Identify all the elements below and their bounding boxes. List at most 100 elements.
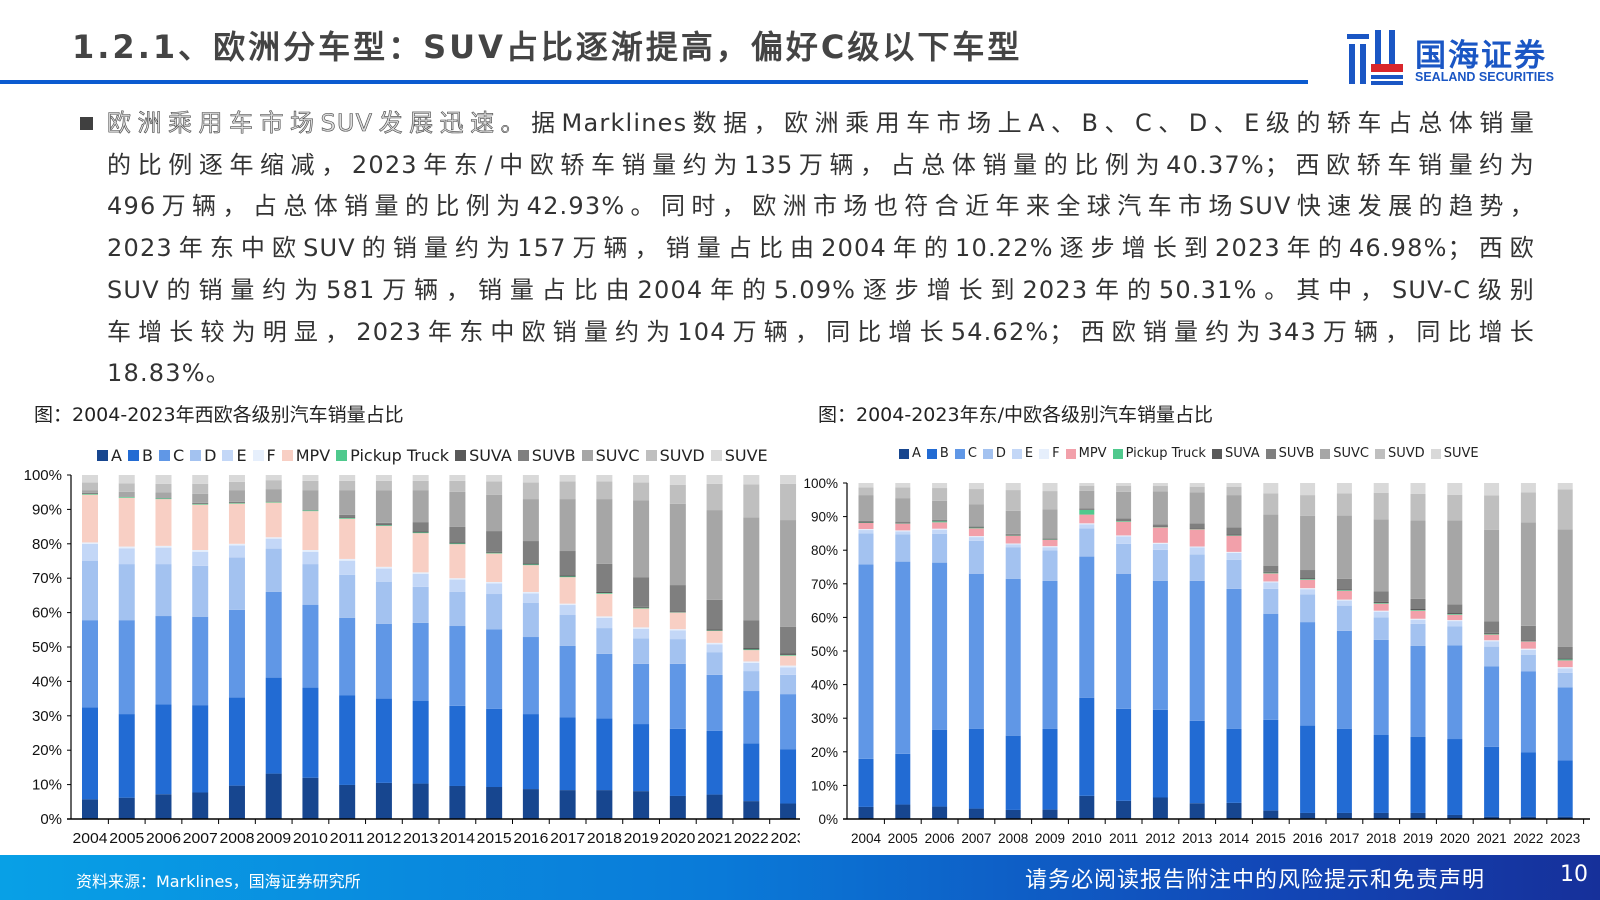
bar-segment-f-2015 (1263, 581, 1279, 583)
bar-segment-suvd-2004 (82, 482, 98, 491)
bar-segment-suvb-2008 (228, 501, 245, 503)
bar-segment-e-2016 (522, 593, 539, 603)
bar-segment-d-2023 (1557, 672, 1573, 688)
bar-segment-d-2007 (192, 565, 209, 617)
bar-segment-suvc-2023 (780, 520, 797, 627)
legend-swatch (1011, 448, 1022, 459)
x-tick-label: 2011 (1109, 831, 1138, 846)
x-tick-label: 2013 (1182, 831, 1212, 846)
x-tick-label: 2023 (1550, 831, 1580, 846)
bar-segment-suva-2016 (1300, 578, 1316, 580)
legend-item: E (222, 446, 247, 465)
bar-segment-suvb-2016 (522, 541, 539, 564)
bar-segment-suvb-2015 (486, 531, 503, 552)
paragraph-line: 的比例逐年缩减，2023年东/中欧轿车销量约为135万辆，占总体销量的比例为40… (107, 150, 1535, 179)
bar-segment-e-2013 (1189, 547, 1205, 555)
bar-segment-suvb-2004 (858, 520, 874, 522)
bar-segment-a-2013 (412, 783, 429, 819)
bar-segment-suvc-2007 (968, 504, 984, 527)
title-divider (0, 80, 1308, 84)
bar-segment-suvc-2017 (559, 499, 576, 552)
bar-segment-c-2022 (1520, 671, 1536, 753)
bar-segment-c-2019 (1410, 645, 1426, 737)
bar-segment-f-2019 (1410, 618, 1426, 620)
y-tick-label: 50% (32, 639, 62, 656)
bar-segment-d-2023 (780, 674, 797, 695)
bar-segment-d-2007 (968, 540, 984, 574)
x-tick-label: 2017 (1329, 831, 1359, 846)
bar-segment-suvc-2017 (1336, 515, 1352, 579)
bar-segment-d-2006 (932, 533, 948, 563)
footer-bar: 资料来源：Marklines，国海证券研究所 请务必阅读报告附注中的风险提示和免… (0, 855, 1600, 900)
chart-plot: 0%10%20%30%40%50%60%70%80%90%100%2004 200… (24, 467, 800, 847)
paragraph-text: 据Marklines数据，欧洲乘用车市场上A、B、C、D、E级的轿车占总体销量 (531, 109, 1535, 137)
bar-segment-d-2022 (743, 671, 760, 692)
bar-segment-e-2016 (1300, 589, 1316, 595)
bar-segment-a-2014 (449, 785, 466, 819)
bar-segment-d-2019 (1410, 623, 1426, 646)
legend-swatch (1430, 448, 1441, 459)
bar-segment-suva-2005 (895, 522, 911, 524)
x-tick-label: 2014 (440, 830, 475, 847)
bar-segment-b-2004 (82, 707, 98, 800)
bar-segment-a-2007 (192, 792, 209, 819)
chart-legend: A B C D E F MPV Pickup Truck SUVA SUVB SUVC SUVD SUV… (97, 446, 774, 465)
bar-segment-suve-2012 (1152, 483, 1168, 487)
bar-segment-mpv-2016 (1300, 579, 1316, 589)
y-tick-label: 0% (818, 812, 838, 827)
legend-swatch (645, 450, 657, 461)
x-tick-label: 2008 (998, 831, 1028, 846)
bar-segment-f-2019 (633, 627, 650, 629)
company-logo: 国海证券 SEALAND SECURITIES (1345, 30, 1585, 88)
bar-segment-pickup-truck-2010 (302, 510, 319, 512)
bar-segment-suva-2011 (1116, 520, 1132, 521)
bar-segment-suvb-2016 (1300, 570, 1316, 579)
bar-segment-c-2019 (633, 663, 650, 725)
bar-segment-suvc-2023 (1557, 529, 1573, 647)
bar-segment-b-2008 (1005, 735, 1021, 810)
bar-segment-f-2007 (968, 536, 984, 538)
bar-segment-f-2022 (743, 661, 760, 663)
y-tick-label: 100% (803, 476, 838, 491)
bar-segment-a-2020 (669, 795, 686, 819)
bar-segment-a-2011 (339, 784, 356, 819)
bar-segment-c-2013 (1189, 580, 1205, 721)
legend-label: F (1052, 446, 1060, 461)
page-title: 1.2.1、欧洲分车型：SUV占比逐渐提高，偏好C级以下车型 (72, 28, 1023, 66)
bar-segment-d-2021 (706, 652, 723, 675)
bar-segment-c-2004 (82, 620, 98, 708)
bar-segment-mpv-2009 (265, 502, 282, 538)
bar-segment-c-2012 (1152, 580, 1168, 710)
x-tick-label: 2004 (851, 831, 882, 846)
bar-segment-c-2004 (858, 564, 874, 759)
bar-segment-suvb-2012 (375, 522, 392, 525)
bar-segment-suvd-2013 (412, 480, 429, 491)
bar-segment-e-2020 (669, 630, 686, 640)
paragraph-line: SUV的销量约为581万辆，销量占比由2004年的5.09%逐步增长到2023年… (107, 275, 1535, 304)
bullet-icon (80, 117, 93, 130)
bar-segment-b-2013 (1189, 720, 1205, 804)
bar-segment-suvd-2020 (669, 484, 686, 504)
bar-segment-a-2022 (743, 801, 760, 819)
bar-segment-a-2012 (1152, 797, 1168, 819)
bar-segment-f-2014 (1226, 551, 1242, 553)
bar-segment-b-2012 (375, 698, 392, 783)
bar-segment-e-2008 (228, 545, 245, 558)
bar-segment-suva-2021 (706, 629, 723, 631)
bar-segment-suvb-2023 (780, 626, 797, 654)
legend-swatch (252, 450, 264, 461)
x-tick-label: 2007 (183, 830, 218, 847)
legend-label: B (939, 446, 949, 461)
bar-segment-e-2012 (375, 568, 392, 582)
bar-segment-c-2008 (228, 609, 245, 698)
bar-segment-a-2007 (968, 808, 984, 819)
bar-segment-d-2010 (1079, 528, 1095, 557)
bar-segment-c-2011 (339, 617, 356, 696)
bar-segment-c-2007 (968, 573, 984, 729)
legend-item: SUVE (1430, 446, 1479, 461)
bar-segment-suvc-2011 (339, 490, 356, 515)
bar-segment-b-2007 (968, 728, 984, 809)
bar-segment-suvb-2009 (1042, 538, 1058, 539)
bar-segment-c-2010 (302, 604, 319, 688)
bar-segment-suve-2007 (968, 483, 984, 490)
